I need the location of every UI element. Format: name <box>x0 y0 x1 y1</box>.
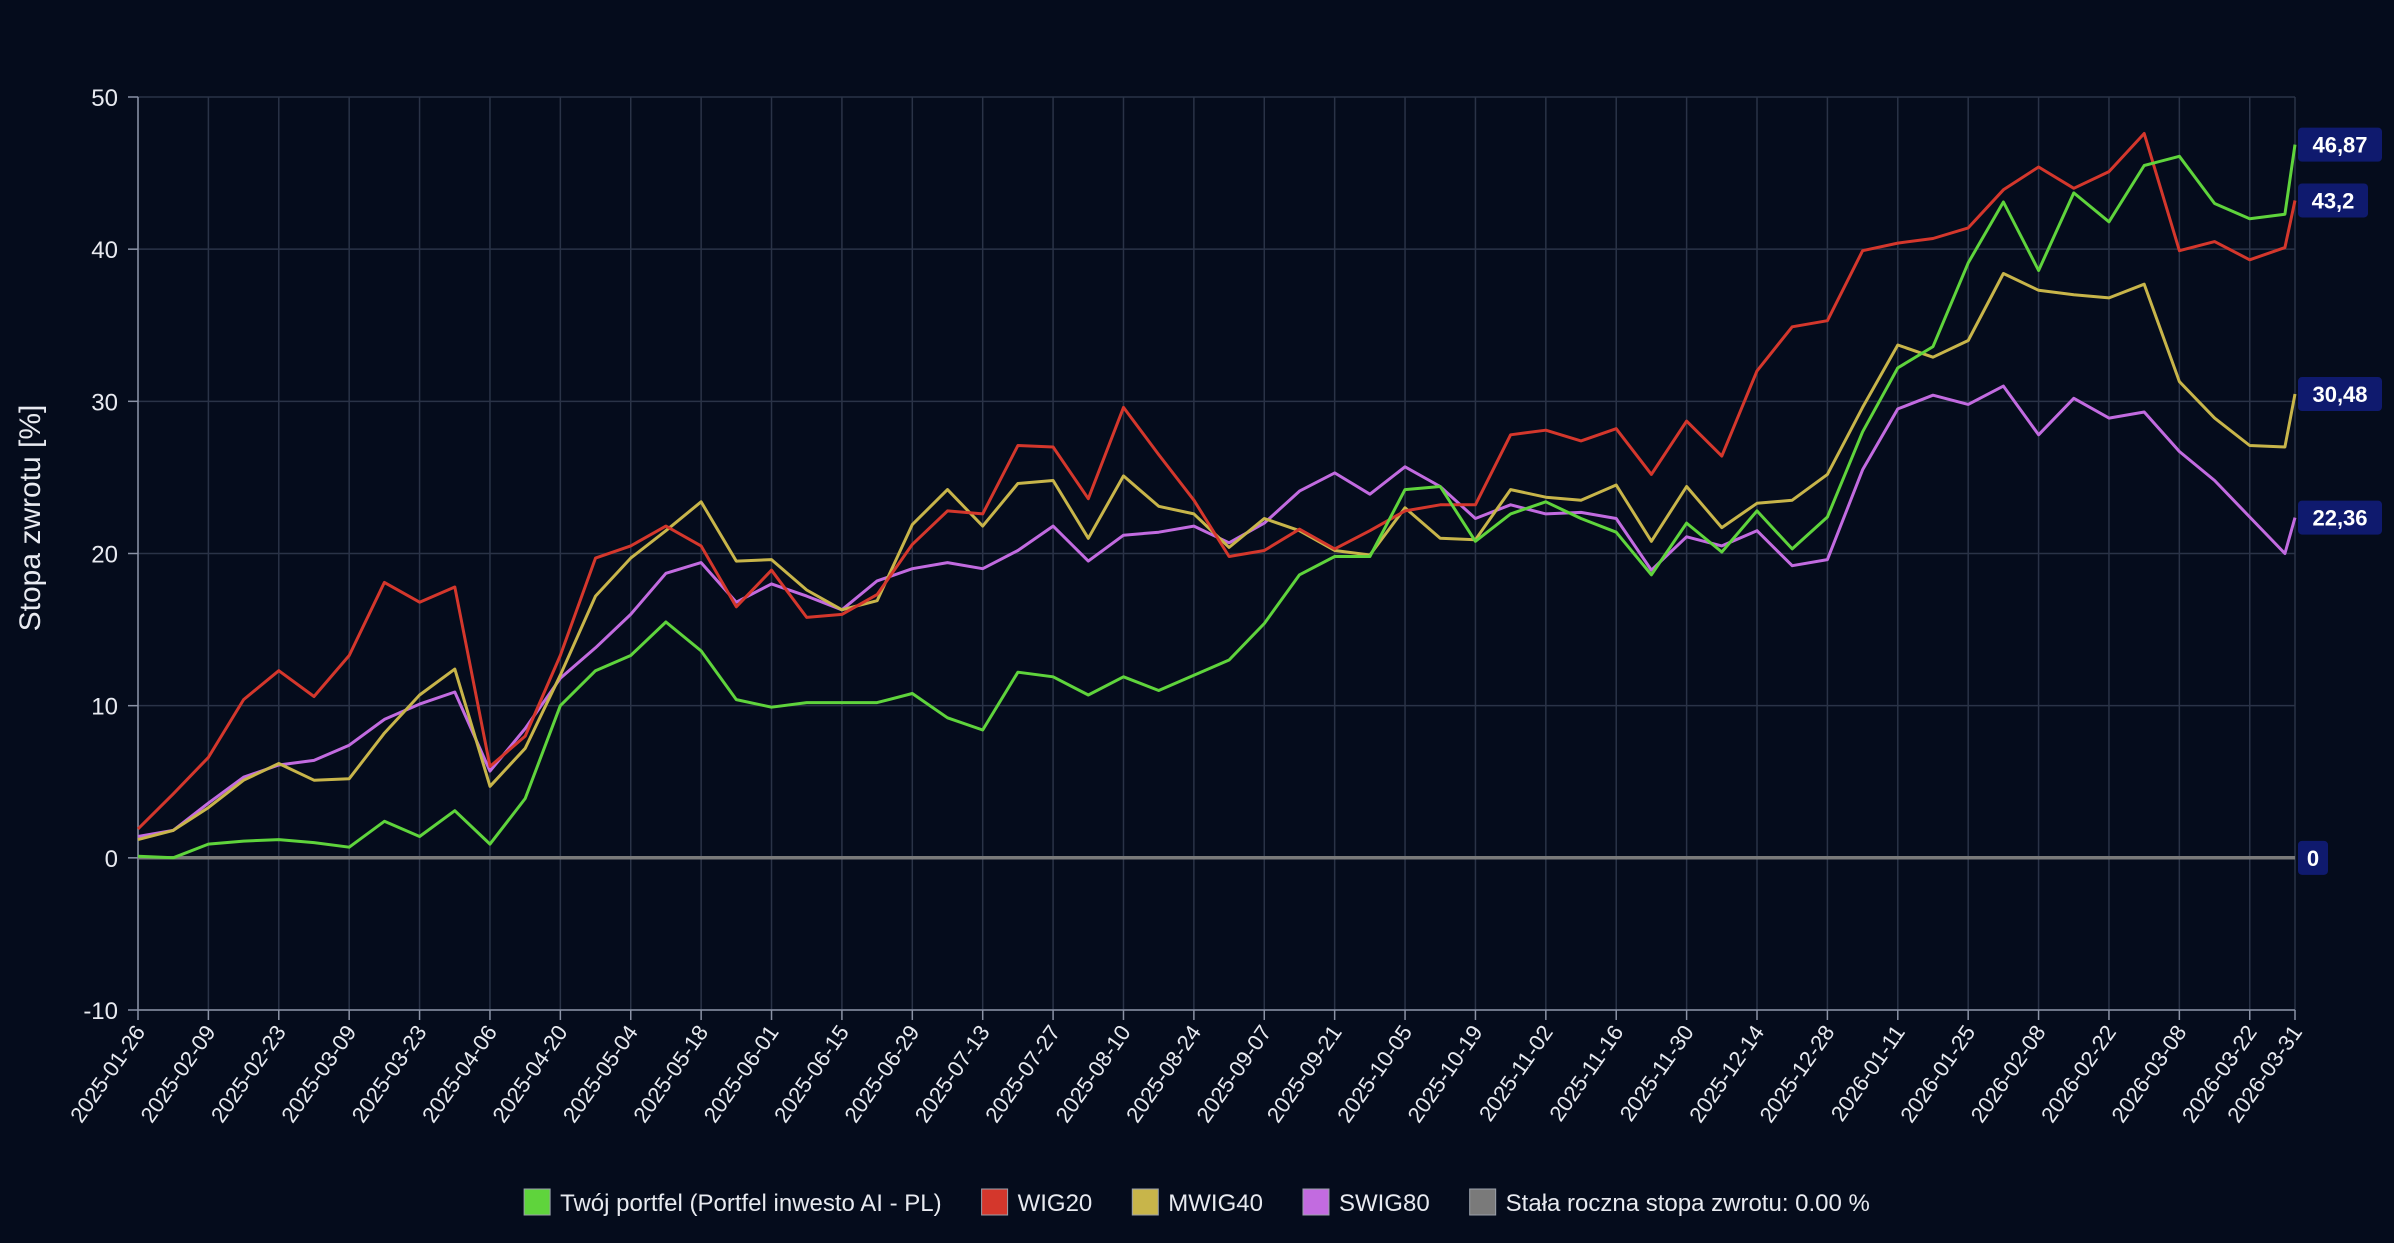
end-label-0: 46,87 <box>2298 127 2382 162</box>
legend-label: WIG20 <box>1018 1190 1093 1217</box>
axes: -10010203040502025-01-262025-02-092025-0… <box>65 85 2307 1127</box>
end-label-1: 43,2 <box>2298 183 2368 218</box>
end-label-4: 0 <box>2298 840 2328 875</box>
series-line-0[interactable] <box>137 144 2297 860</box>
end-label-text: 30,48 <box>2312 382 2367 407</box>
end-label-text: 43,2 <box>2312 188 2355 213</box>
end-value-labels: 46,87 43,2 30,48 22,36 0 <box>2298 127 2382 875</box>
legend-label: Twój portfel (Portfel inwesto AI - PL) <box>560 1190 941 1217</box>
y-tick-label: 40 <box>91 237 118 264</box>
end-label-box <box>2298 183 2368 218</box>
legend[interactable]: Twój portfel (Portfel inwesto AI - PL) WI… <box>523 1188 1870 1217</box>
end-label-text: 22,36 <box>2312 506 2367 531</box>
series-line-3[interactable] <box>137 384 2297 838</box>
y-tick-label: 20 <box>91 542 118 569</box>
series-lines <box>136 132 2297 860</box>
series-line-1[interactable] <box>136 132 2297 830</box>
legend-swatch <box>1302 1188 1330 1216</box>
legend-swatch <box>1131 1188 1159 1216</box>
legend-swatch <box>981 1188 1009 1216</box>
legend-swatch <box>1469 1188 1497 1216</box>
y-axis-title: Stopa zwrotu [%] <box>14 405 47 632</box>
end-label-box <box>2298 840 2328 875</box>
end-label-2: 30,48 <box>2298 377 2382 412</box>
y-tick-label: 50 <box>91 85 118 112</box>
end-label-text: 46,87 <box>2312 133 2367 158</box>
end-label-box <box>2298 500 2382 535</box>
legend-label: Stała roczna stopa zwrotu: 0.00 % <box>1506 1190 1870 1217</box>
y-tick-label: 0 <box>105 846 118 873</box>
legend-item-4[interactable]: Stała roczna stopa zwrotu: 0.00 % <box>1469 1188 1870 1217</box>
y-tick-label: 10 <box>91 694 118 721</box>
y-tick-label: -10 <box>83 998 118 1025</box>
legend-swatch <box>523 1188 551 1216</box>
grid <box>137 96 2296 1011</box>
end-label-3: 22,36 <box>2298 500 2382 535</box>
y-tick-label: 30 <box>91 389 118 416</box>
legend-item-1[interactable]: WIG20 <box>981 1188 1093 1217</box>
legend-label: SWIG80 <box>1339 1190 1430 1217</box>
legend-item-3[interactable]: SWIG80 <box>1302 1188 1430 1217</box>
end-label-box <box>2298 127 2382 162</box>
series-line-2[interactable] <box>137 272 2297 842</box>
end-label-text: 0 <box>2307 846 2319 871</box>
end-label-box <box>2298 377 2382 412</box>
legend-label: MWIG40 <box>1168 1190 1263 1217</box>
legend-item-0[interactable]: Twój portfel (Portfel inwesto AI - PL) <box>523 1188 942 1217</box>
legend-item-2[interactable]: MWIG40 <box>1131 1188 1263 1217</box>
